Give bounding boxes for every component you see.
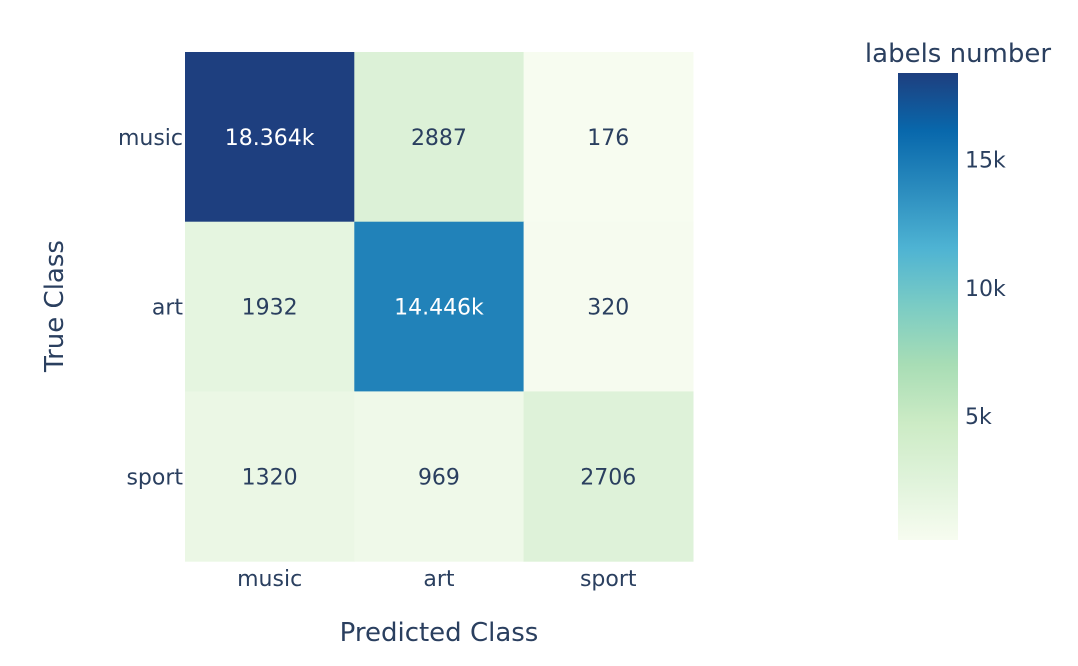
heatmap-cell-art-sport xyxy=(523,221,694,392)
y-axis-title: True Class xyxy=(40,240,70,373)
x-tick-label-music: music xyxy=(237,567,302,592)
colorbar-tick-label: 10k xyxy=(965,277,1006,302)
x-tick-label-art: art xyxy=(423,567,455,592)
y-tick-label-music: music xyxy=(118,126,183,151)
cell-value-label: 1320 xyxy=(242,465,298,490)
colorbar-title: labels number xyxy=(865,39,1051,69)
colorbar: labels number 5k 10k 15k xyxy=(865,39,1051,540)
cell-value-label: 969 xyxy=(418,465,460,490)
cell-value-label: 176 xyxy=(587,126,629,151)
y-tick-label-sport: sport xyxy=(126,465,183,490)
heatmap-cell-sport-sport xyxy=(523,391,694,562)
colorbar-tick-label: 5k xyxy=(965,405,992,430)
x-tick-label-sport: sport xyxy=(580,567,637,592)
cell-value-label: 2706 xyxy=(580,465,636,490)
heatmap-cell-sport-art xyxy=(354,391,525,562)
heatmap-cell-art-art xyxy=(354,221,525,392)
colorbar-ticks: 5k 10k 15k xyxy=(965,148,1006,430)
colorbar-gradient xyxy=(898,73,958,540)
heatmap-cells xyxy=(185,52,694,562)
cell-value-label: 320 xyxy=(587,296,629,321)
x-axis-ticks: music art sport xyxy=(237,567,637,592)
heatmap-cell-labels: 18.364k 2887 176 1932 14.446k 320 1320 969 2706 xyxy=(225,126,636,490)
heatmap-cell-music-music xyxy=(185,52,355,223)
cell-value-label: 14.446k xyxy=(394,296,484,321)
cell-value-label: 2887 xyxy=(411,126,467,151)
colorbar-tick-label: 15k xyxy=(965,148,1006,173)
cell-value-label: 18.364k xyxy=(225,126,315,151)
heatmap-cell-sport-music xyxy=(185,391,355,562)
y-axis-ticks: music art sport xyxy=(118,126,183,490)
heatmap-cell-art-music xyxy=(185,221,355,392)
heatmap-cell-music-sport xyxy=(523,52,694,223)
x-axis-title: Predicted Class xyxy=(340,618,539,648)
y-tick-label-art: art xyxy=(152,296,184,321)
heatmap-cell-music-art xyxy=(354,52,525,223)
cell-value-label: 1932 xyxy=(242,296,298,321)
